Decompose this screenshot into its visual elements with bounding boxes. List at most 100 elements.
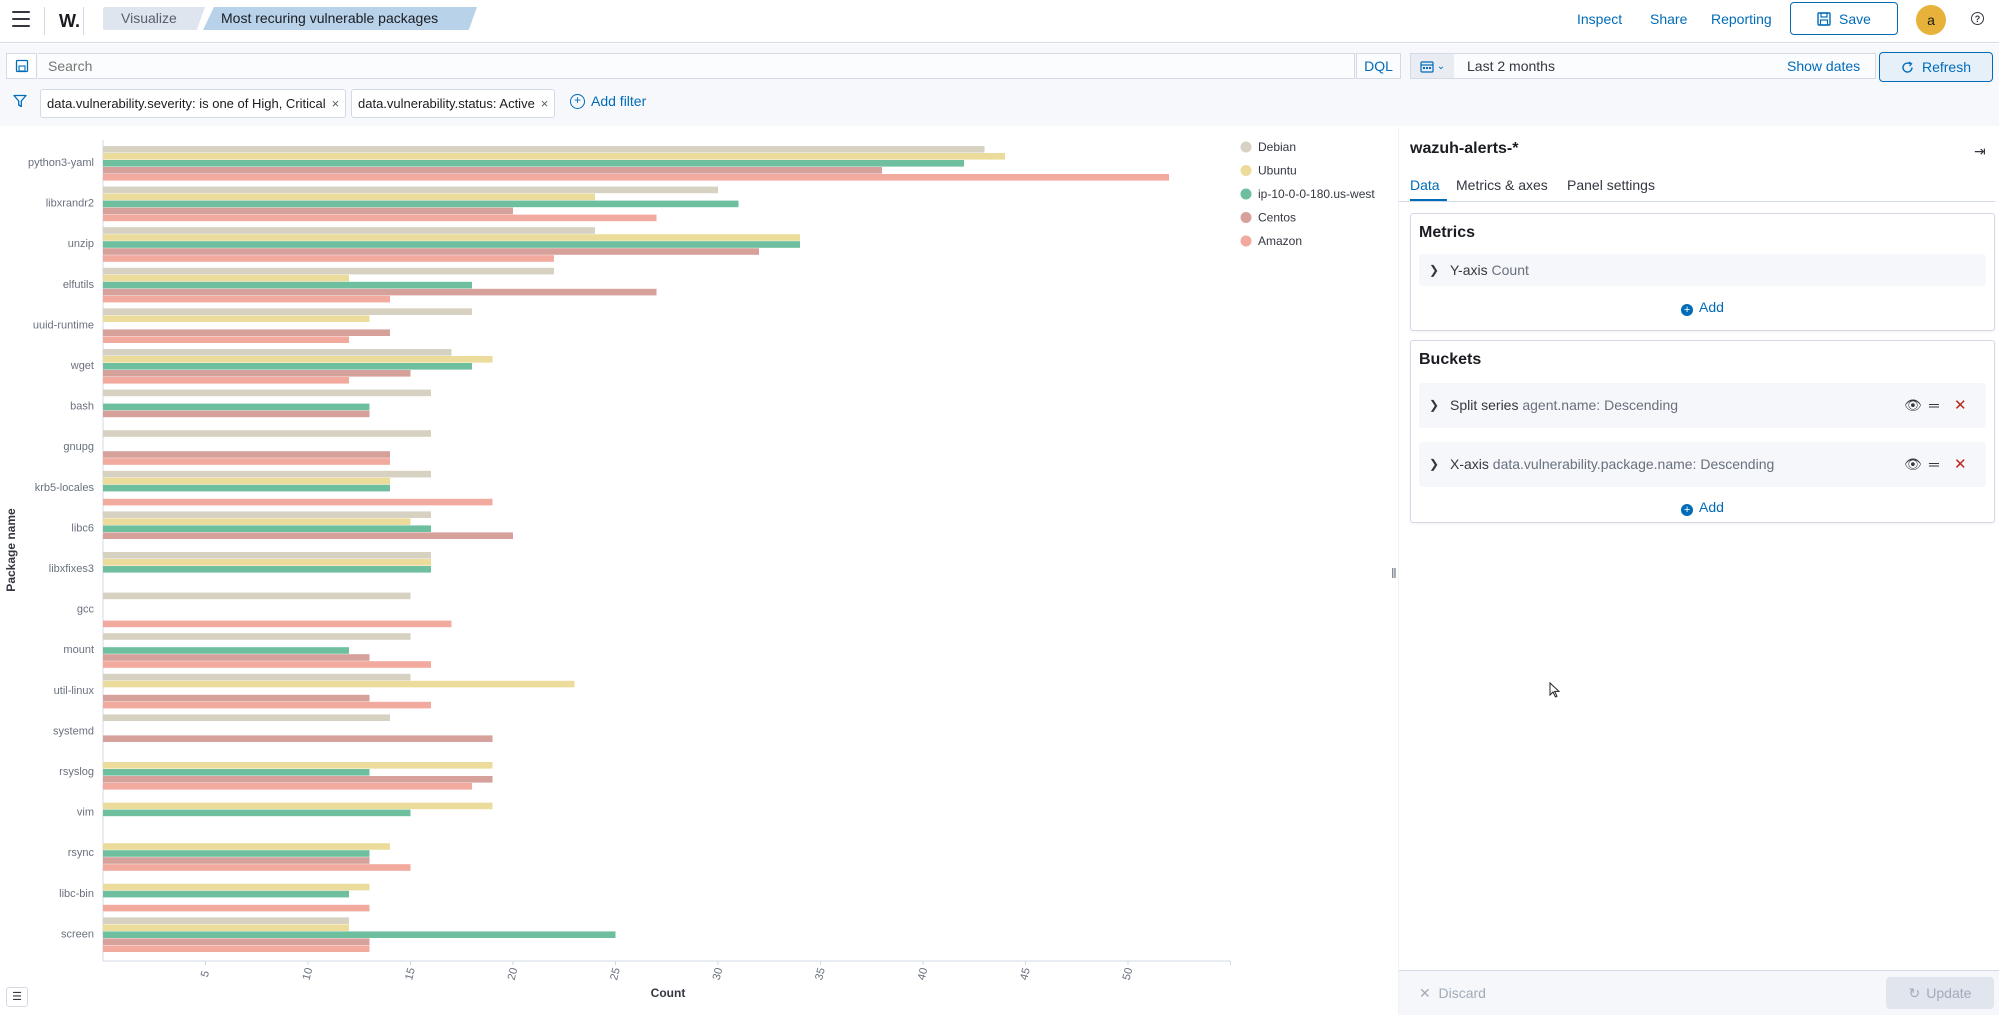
chevron-right-icon[interactable]: ❯ — [1429, 263, 1440, 277]
saved-query-button[interactable] — [6, 53, 37, 79]
add-metric-button[interactable]: + Add — [1411, 299, 1994, 316]
bar — [103, 377, 349, 384]
tab-panel-settings[interactable]: Panel settings — [1567, 177, 1655, 193]
filter-pill-severity[interactable]: data.vulnerability.severity: is one of H… — [40, 89, 347, 118]
remove-filter-icon[interactable]: × — [331, 96, 340, 111]
tab-data[interactable]: Data — [1410, 177, 1440, 193]
search-input[interactable] — [38, 53, 1355, 79]
index-pattern-title: wazuh-alerts-* — [1410, 140, 1519, 157]
visualization-chart: python3-yaml libxrandr2 unzip elfutils uuid-… — [0, 127, 1390, 1015]
bar — [103, 255, 554, 262]
bar-chart-svg: python3-yaml libxrandr2 unzip elfutils uuid-… — [4, 140, 1375, 1000]
bar — [103, 349, 452, 356]
x-tick-label: 30 — [711, 967, 726, 982]
y-tick-label: util-linux — [54, 685, 95, 697]
y-tick-label: bash — [70, 401, 94, 413]
y-axis-label: Package name — [4, 508, 18, 592]
bar — [103, 370, 411, 377]
buckets-title: Buckets — [1419, 351, 1482, 368]
bar — [103, 762, 493, 769]
bar — [103, 654, 370, 661]
eye-icon[interactable]: 👁 — [1904, 456, 1922, 472]
app-logo[interactable]: W. — [44, 7, 84, 35]
bar — [103, 552, 431, 559]
bar — [103, 329, 390, 336]
breadcrumb-current: Most recuring vulnerable packages — [203, 7, 477, 30]
mouse-cursor-icon — [1549, 682, 1561, 698]
bar — [103, 735, 493, 742]
discard-label: Discard — [1438, 985, 1486, 1001]
drag-handle-icon[interactable]: ═ — [1929, 456, 1939, 472]
bar — [103, 458, 390, 465]
plus-circle-icon: + — [1681, 504, 1694, 516]
chevron-right-icon[interactable]: ❯ — [1429, 398, 1440, 412]
drag-handle-icon[interactable]: ═ — [1929, 397, 1939, 413]
inspect-link[interactable]: Inspect — [1577, 11, 1623, 27]
agg-description: data.vulnerability.package.name: Descend… — [1492, 456, 1775, 472]
y-tick-label: krb5-locales — [35, 482, 95, 494]
chevron-right-icon[interactable]: ❯ — [1429, 457, 1440, 471]
add-bucket-button[interactable]: + Add — [1411, 499, 1994, 516]
bar — [103, 864, 411, 871]
tab-divider — [1399, 201, 1995, 202]
legend-label: Ubuntu — [1258, 164, 1297, 178]
bar — [103, 511, 431, 518]
remove-icon[interactable]: ✕ — [1954, 456, 1967, 473]
bar — [103, 931, 616, 938]
quick-menu-button[interactable]: ⌄ — [1411, 54, 1454, 78]
metrics-title: Metrics — [1419, 224, 1476, 241]
update-button[interactable]: ↻ Update — [1886, 977, 1994, 1009]
bar — [103, 160, 964, 167]
filter-icon[interactable] — [13, 94, 27, 108]
bar — [103, 938, 370, 945]
bar — [103, 917, 349, 924]
discard-button[interactable]: ✕ Discard — [1419, 985, 1486, 1002]
query-language-toggle[interactable]: DQL — [1356, 53, 1401, 79]
remove-icon[interactable]: ✕ — [1954, 397, 1967, 414]
bar — [103, 518, 411, 525]
legend-toggle-icon[interactable]: ☰ — [6, 987, 28, 1007]
bar — [103, 336, 349, 343]
x-tick-label: 25 — [608, 967, 623, 982]
eye-icon[interactable]: 👁 — [1904, 397, 1922, 413]
bar — [103, 883, 370, 891]
add-label: Add — [1699, 299, 1724, 315]
bar — [103, 809, 411, 817]
x-tick-label: 35 — [813, 967, 828, 982]
hamburger-menu-icon[interactable] — [12, 11, 30, 27]
collapse-sidebar-icon[interactable]: ⇥ — [1974, 143, 1986, 159]
bar — [103, 389, 431, 397]
filter-pill-status[interactable]: data.vulnerability.status: Active × — [351, 89, 556, 118]
share-link[interactable]: Share — [1650, 11, 1688, 27]
bar — [103, 153, 1005, 160]
bar — [103, 315, 370, 322]
refresh-button[interactable]: Refresh — [1879, 52, 1993, 82]
bar — [103, 430, 431, 437]
top-header: W. Visualize Most recuring vulnerable pa… — [0, 0, 1999, 43]
metric-y-axis[interactable]: ❯ Y-axis Count — [1419, 254, 1986, 286]
show-dates-link[interactable]: Show dates — [1787, 58, 1861, 74]
user-avatar[interactable]: a — [1916, 5, 1946, 35]
bar — [103, 281, 472, 289]
bucket-x-axis[interactable]: ❯ X-axis data.vulnerability.package.name… — [1419, 442, 1986, 487]
date-range-text[interactable]: Last 2 months — [1467, 58, 1555, 74]
x-tick-label: 5 — [199, 969, 212, 978]
save-button[interactable]: Save — [1790, 2, 1898, 35]
reporting-link[interactable]: Reporting — [1711, 11, 1772, 27]
add-filter-button[interactable]: + Add filter — [570, 93, 646, 109]
bucket-split-series[interactable]: ❯ Split series agent.name: Descending 👁 … — [1419, 383, 1986, 428]
y-tick-label: wget — [70, 360, 94, 372]
y-tick-label: libc-bin — [59, 888, 94, 900]
legend-label: Amazon — [1258, 234, 1302, 248]
tab-metrics-axes[interactable]: Metrics & axes — [1456, 177, 1548, 193]
remove-filter-icon[interactable]: × — [540, 96, 549, 111]
help-icon[interactable]: ? — [1971, 12, 1984, 25]
date-picker: ⌄ Last 2 months Show dates — [1410, 53, 1876, 79]
breadcrumb-visualize[interactable]: Visualize — [103, 7, 205, 30]
y-tick-label: libxrandr2 — [46, 198, 94, 210]
filter-pill-label: data.vulnerability.severity: is one of H… — [47, 96, 326, 111]
resize-handle-icon[interactable]: ‖ — [1391, 565, 1397, 581]
bar — [103, 566, 431, 573]
agg-title: X-axis — [1450, 456, 1489, 472]
bar — [103, 186, 718, 194]
